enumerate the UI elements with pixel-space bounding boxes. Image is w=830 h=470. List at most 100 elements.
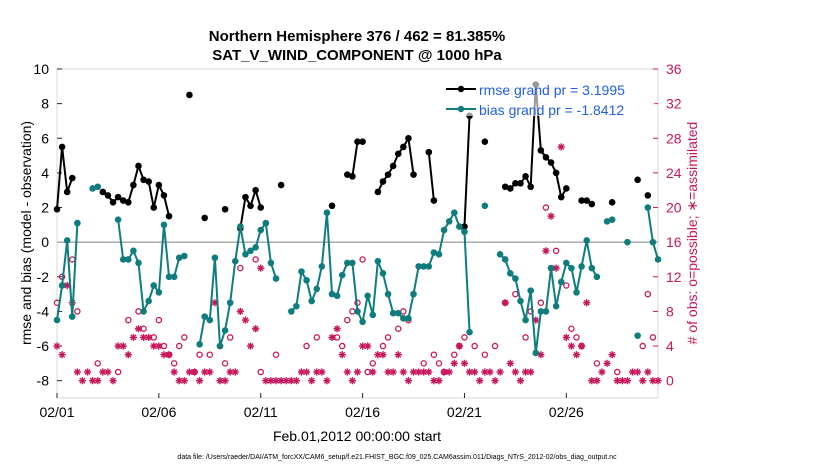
- series-point: [440, 226, 448, 234]
- series-point: [252, 244, 259, 251]
- obs-assimilated-point: [89, 377, 97, 385]
- obs-assimilated-point: [73, 368, 81, 376]
- series-point: [522, 316, 529, 324]
- series-point: [379, 178, 387, 185]
- obs-assimilated-point: [252, 325, 260, 333]
- obs-possible-point: [644, 290, 652, 298]
- obs-assimilated-point: [221, 377, 229, 385]
- series-point: [649, 238, 657, 246]
- series-point: [603, 218, 611, 225]
- right-y-tick-label: 12: [666, 269, 682, 285]
- series-point: [547, 159, 555, 166]
- obs-possible-point: [430, 351, 438, 358]
- obs-assimilated-markers: [53, 143, 662, 385]
- obs-possible-point: [303, 342, 310, 350]
- obs-assimilated-point: [496, 368, 504, 376]
- obs-assimilated-point: [374, 351, 382, 359]
- series-point: [496, 250, 504, 258]
- chart-subtitle: SAT_V_WIND_COMPONENT @ 1000 hPa: [212, 47, 502, 64]
- series-point: [201, 313, 209, 320]
- obs-assimilated-point: [175, 377, 183, 385]
- obs-possible-point: [114, 368, 122, 376]
- series-point: [583, 237, 590, 244]
- series-point: [445, 218, 453, 225]
- series-point: [654, 256, 662, 263]
- series-point: [456, 223, 463, 230]
- series-point: [272, 275, 280, 282]
- obs-assimilated-point: [557, 143, 565, 151]
- series-point: [89, 185, 96, 192]
- series-point: [501, 256, 509, 263]
- obs-assimilated-point: [537, 351, 545, 359]
- series-point: [130, 247, 137, 255]
- y-tick-label: 2: [41, 200, 49, 216]
- series-point: [109, 199, 117, 206]
- series-point: [145, 297, 152, 305]
- obs-assimilated-point: [369, 368, 377, 376]
- series-point: [481, 202, 489, 210]
- series-line: [499, 240, 598, 354]
- series-point: [119, 256, 127, 263]
- obs-assimilated-point: [471, 368, 479, 376]
- obs-assimilated-point: [425, 368, 433, 376]
- obs-assimilated-point: [598, 368, 606, 376]
- obs-possible-point: [435, 360, 443, 367]
- obs-possible-point: [451, 351, 458, 358]
- series-point: [160, 192, 168, 199]
- series-point: [400, 315, 407, 322]
- series-rmse: [53, 81, 652, 232]
- obs-assimilated-point: [165, 351, 173, 359]
- series-point: [344, 259, 351, 267]
- obs-assimilated-point: [572, 351, 581, 359]
- series-point: [517, 297, 524, 305]
- obs-assimilated-point: [486, 368, 494, 376]
- series-point: [262, 219, 270, 227]
- series-point: [512, 275, 519, 282]
- obs-assimilated-point: [394, 351, 402, 359]
- series-point: [389, 162, 397, 170]
- obs-possible-point: [313, 334, 321, 341]
- obs-assimilated-point: [608, 351, 616, 359]
- y-tick-label: 0: [41, 234, 49, 250]
- series-point: [349, 173, 356, 180]
- obs-possible-point: [639, 342, 646, 350]
- series-point: [522, 173, 529, 180]
- series-line: [290, 210, 471, 333]
- obs-assimilated-point: [353, 368, 362, 376]
- series-point: [425, 148, 433, 156]
- series-point: [532, 349, 540, 357]
- obs-possible-point: [552, 247, 560, 255]
- obs-assimilated-point: [180, 377, 188, 385]
- obs-assimilated-point: [358, 342, 367, 350]
- obs-assimilated-point: [527, 368, 535, 376]
- series-point: [247, 247, 254, 255]
- obs-assimilated-point: [440, 368, 448, 376]
- series-point: [557, 193, 565, 201]
- obs-possible-point: [420, 360, 427, 367]
- series-point: [313, 285, 321, 293]
- obs-assimilated-point: [292, 377, 300, 385]
- obs-assimilated-point: [593, 377, 601, 385]
- series-point: [557, 278, 565, 286]
- obs-possible-point: [568, 325, 575, 332]
- obs-assimilated-point: [583, 299, 591, 307]
- series-point: [466, 328, 473, 336]
- series-point: [165, 273, 173, 281]
- obs-possible-point: [359, 256, 366, 263]
- series-point: [461, 228, 468, 236]
- series-point: [175, 254, 183, 262]
- obs-assimilated-point: [435, 377, 443, 385]
- x-axis-label: Feb.01,2012 00:00:00 start: [273, 428, 441, 444]
- series-point: [68, 174, 76, 182]
- series-point: [68, 313, 76, 320]
- series-point: [512, 179, 519, 187]
- obs-assimilated-point: [460, 359, 469, 367]
- series-point: [196, 341, 203, 348]
- series-line: [56, 146, 74, 210]
- series-point: [410, 171, 417, 178]
- series-point: [287, 308, 295, 315]
- series-point: [181, 252, 188, 260]
- obs-possible-point: [491, 342, 499, 350]
- obs-assimilated-point: [145, 333, 153, 341]
